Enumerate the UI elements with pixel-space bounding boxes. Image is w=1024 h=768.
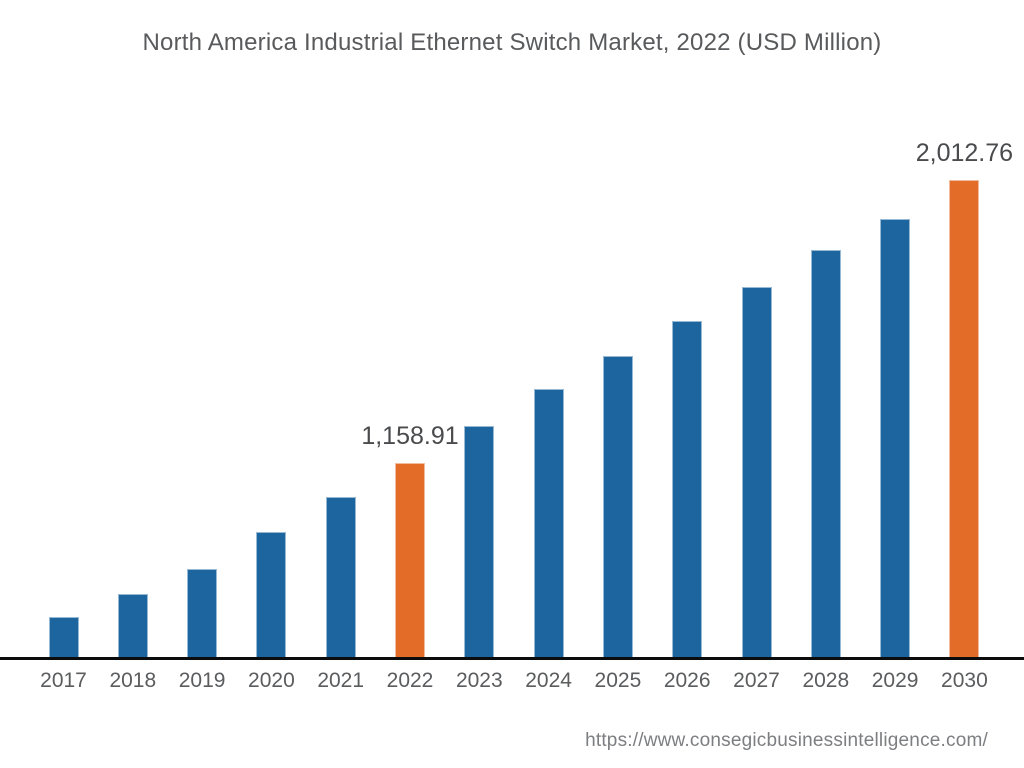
x-tick-2021: 2021 [317,669,365,692]
bar-2021 [325,497,356,657]
x-tick-2018: 2018 [109,669,157,692]
bar-2023 [464,426,495,657]
bar-2030 [949,180,980,657]
bar-2029 [880,219,911,657]
bar-2020 [256,532,287,657]
x-tick-2029: 2029 [871,669,919,692]
bar-2017 [48,616,79,657]
bar-2024 [533,389,564,657]
x-tick-2022: 2022 [386,669,434,692]
chart-title: North America Industrial Ethernet Switch… [142,29,882,56]
x-axis-line [0,657,1024,660]
x-tick-2025: 2025 [594,669,642,692]
bar-2022 [395,463,425,657]
x-tick-2023: 2023 [455,669,503,692]
plot-area: 1,158.91 2,012.76 [48,139,1014,657]
bar-2019 [187,569,218,657]
x-tick-2020: 2020 [248,669,295,692]
bar-2025 [602,356,633,657]
x-tick-2028: 2028 [802,669,850,692]
bar-2026 [672,321,703,657]
bar-2027 [741,287,772,657]
bar-2028 [810,250,841,657]
x-tick-2017: 2017 [40,669,87,692]
bar-2018 [117,594,148,657]
x-tick-2027: 2027 [733,669,780,692]
x-tick-2024: 2024 [525,669,572,692]
value-label-2030: 2,012.76 [915,139,1014,167]
x-tick-2026: 2026 [663,669,711,692]
x-tick-2019: 2019 [178,669,226,692]
source-url: https://www.consegicbusinessintelligence… [585,730,988,751]
value-label-2022: 1,158.91 [361,422,459,451]
x-tick-2030: 2030 [941,669,988,692]
x-axis-labels: 2017 2018 2019 2020 2021 2022 2023 2024 2025 2026… [0,668,1024,698]
